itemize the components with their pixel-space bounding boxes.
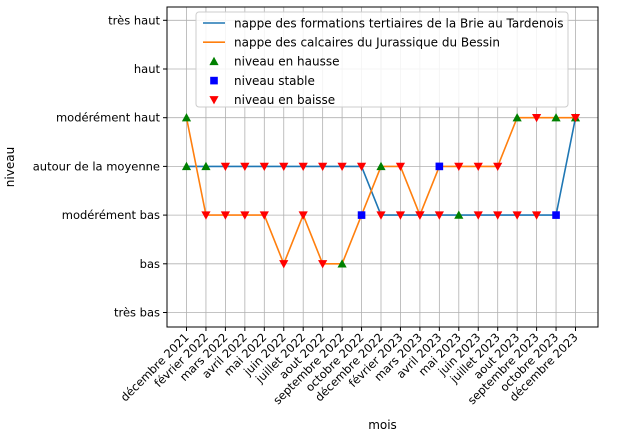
series-2-point-baisse	[395, 162, 406, 171]
series-1-point-baisse	[220, 162, 230, 171]
series-2-point-baisse	[220, 211, 230, 220]
series-1-point-baisse	[473, 211, 483, 220]
series-1-point-baisse	[298, 162, 308, 171]
series-1-point-baisse	[318, 162, 328, 171]
series-2-point-baisse	[473, 162, 483, 171]
legend-label: niveau stable	[234, 74, 315, 88]
series-2-point-hausse	[551, 113, 561, 122]
legend-box	[195, 11, 569, 108]
y-tick-label: modérément haut	[56, 111, 161, 125]
series-2-point-baisse	[298, 211, 308, 220]
y-tick-label: bas	[140, 257, 160, 271]
legend-label: nappe des formations tertiaires de la Br…	[234, 16, 563, 30]
legend-marker-swatch	[209, 56, 219, 66]
series-1-point-hausse	[454, 210, 464, 219]
series-2-point-baisse	[318, 260, 328, 269]
series-2-point-baisse	[570, 114, 581, 123]
series-2-point-hausse	[337, 259, 347, 268]
series-2-point-stable	[435, 162, 444, 171]
y-tick-label: très haut	[108, 13, 160, 27]
series-1-point-baisse	[337, 162, 347, 171]
legend-label: niveau en baisse	[234, 93, 335, 107]
series-1-point-hausse	[201, 161, 211, 171]
plot-frame	[166, 6, 599, 328]
series-1-point-baisse	[259, 162, 269, 171]
y-tick-label: haut	[134, 62, 161, 76]
series-1-point-baisse	[434, 211, 444, 220]
series-1-point-baisse	[532, 211, 542, 220]
series-2-point-baisse	[279, 260, 289, 269]
series-2-point-hausse	[512, 113, 522, 122]
series-2-point-baisse	[532, 114, 542, 123]
series-2-point-baisse	[240, 211, 250, 220]
series-2-point-hausse	[376, 161, 386, 171]
legend: nappe des formations tertiaires de la Br…	[195, 11, 569, 108]
series-1-point-baisse	[512, 211, 522, 220]
legend-marker-swatch	[210, 76, 218, 85]
y-tick-label: modérément bas	[62, 208, 160, 222]
legend-label: nappe des calcaires du Jurassique du Bes…	[234, 36, 500, 50]
series-2-point-stable	[357, 211, 366, 219]
series-2-point-baisse	[259, 211, 269, 220]
series-2-point-hausse	[181, 113, 192, 122]
series-1-point-baisse	[493, 211, 503, 220]
series-2-point-baisse	[201, 211, 211, 220]
y-tick-label: très bas	[114, 306, 160, 320]
series-1-point-stable	[552, 211, 560, 219]
y-axis-label: niveau	[3, 147, 17, 187]
series-1-point-baisse	[279, 162, 289, 171]
y-axis-ticks: très bas bas modérément bas autour de la mo…	[33, 13, 167, 320]
series-2-point-baisse	[454, 162, 464, 171]
legend-label: niveau en hausse	[234, 55, 339, 69]
series-2-point-baisse	[415, 211, 425, 220]
x-axis-label: mois	[368, 418, 397, 432]
y-tick-label: autour de la moyenne	[33, 159, 160, 173]
series-1-point-baisse	[395, 211, 406, 220]
series-1-point-baisse	[240, 162, 250, 171]
legend-marker-swatch	[209, 96, 219, 105]
series-1-point-baisse	[356, 162, 367, 171]
series-1-point-baisse	[376, 211, 386, 220]
series-markers	[181, 113, 581, 269]
series-1-point-hausse	[181, 161, 192, 171]
series-2-point-baisse	[493, 162, 503, 171]
